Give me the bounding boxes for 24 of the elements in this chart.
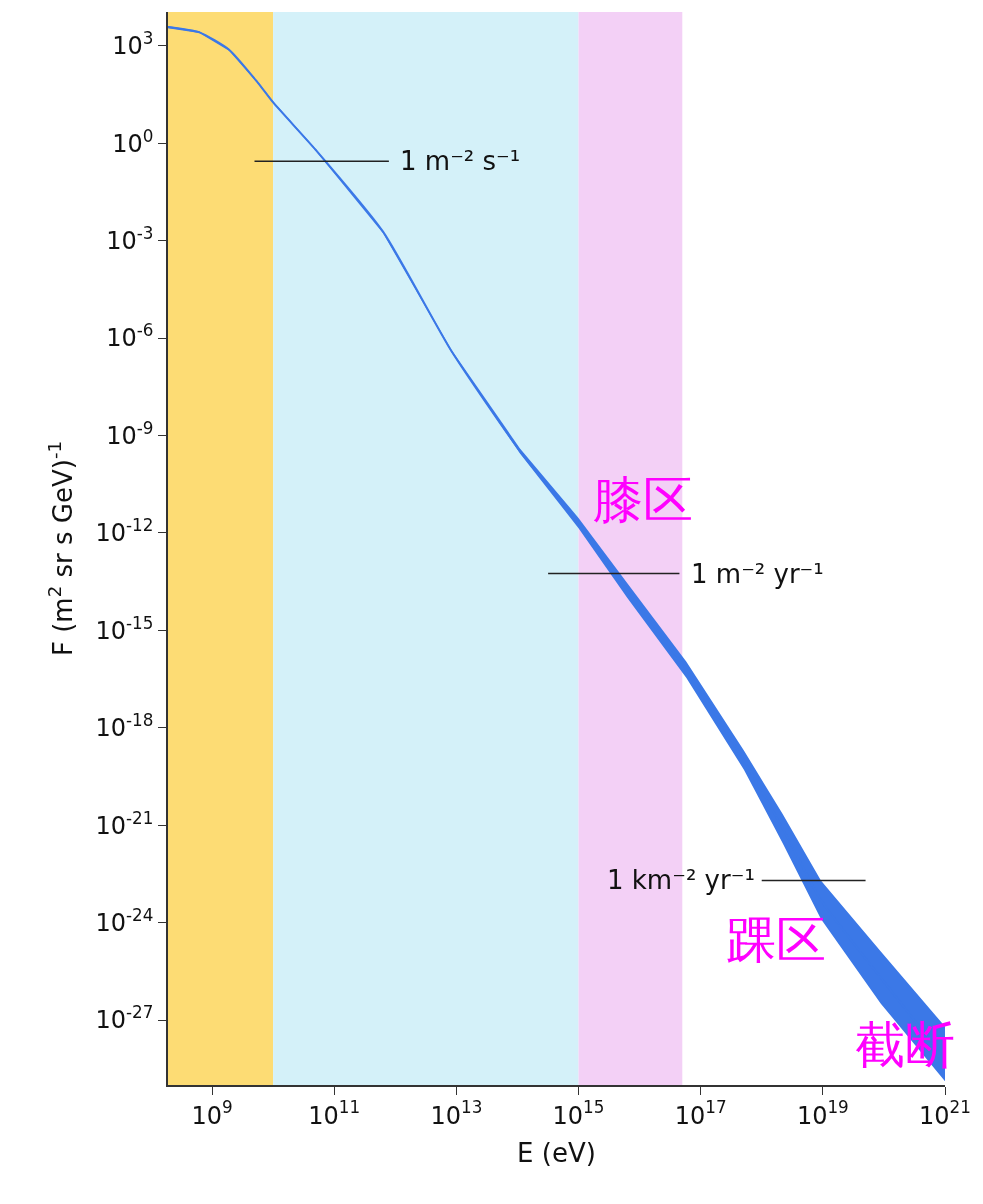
x-tick-label: 10$^{21}$ bbox=[919, 1097, 971, 1130]
y-tick-label: 10$^{-15}$ bbox=[95, 612, 154, 645]
y-tick-label: 10$^{-12}$ bbox=[95, 515, 154, 548]
annotation: 1 km⁻² yr⁻¹ bbox=[607, 865, 755, 895]
y-tick-label: 10$^{-6}$ bbox=[106, 320, 154, 353]
y-tick-label: 10$^{-9}$ bbox=[106, 417, 154, 450]
y-tick-label: 10$^{-21}$ bbox=[95, 807, 154, 840]
y-tick-label: 10$^{-27}$ bbox=[95, 1002, 154, 1035]
annotation: 1 m⁻² yr⁻¹ bbox=[691, 559, 824, 589]
y-tick-label: 10$^{-18}$ bbox=[95, 710, 154, 743]
annotation: 膝区 bbox=[593, 471, 693, 529]
x-tick-label: 10$^{9}$ bbox=[191, 1097, 233, 1130]
x-axis-title: E (eV) bbox=[517, 1137, 596, 1168]
x-tick-label: 10$^{13}$ bbox=[430, 1097, 483, 1130]
x-tick-label: 10$^{17}$ bbox=[674, 1097, 727, 1130]
x-tick-label: 10$^{19}$ bbox=[796, 1097, 849, 1130]
y-tick-label: 10$^{-3}$ bbox=[106, 222, 154, 256]
y-tick-label: 10$^{-24}$ bbox=[95, 904, 154, 938]
x-tick-label: 10$^{11}$ bbox=[308, 1097, 361, 1130]
annotation: 1 m⁻² s⁻¹ bbox=[400, 146, 521, 176]
annotation: 踝区 bbox=[726, 911, 826, 969]
x-tick-label: 10$^{15}$ bbox=[552, 1097, 605, 1130]
y-tick-label: 10$^{0}$ bbox=[112, 125, 154, 158]
y-tick-label: 10$^{3}$ bbox=[112, 28, 154, 61]
